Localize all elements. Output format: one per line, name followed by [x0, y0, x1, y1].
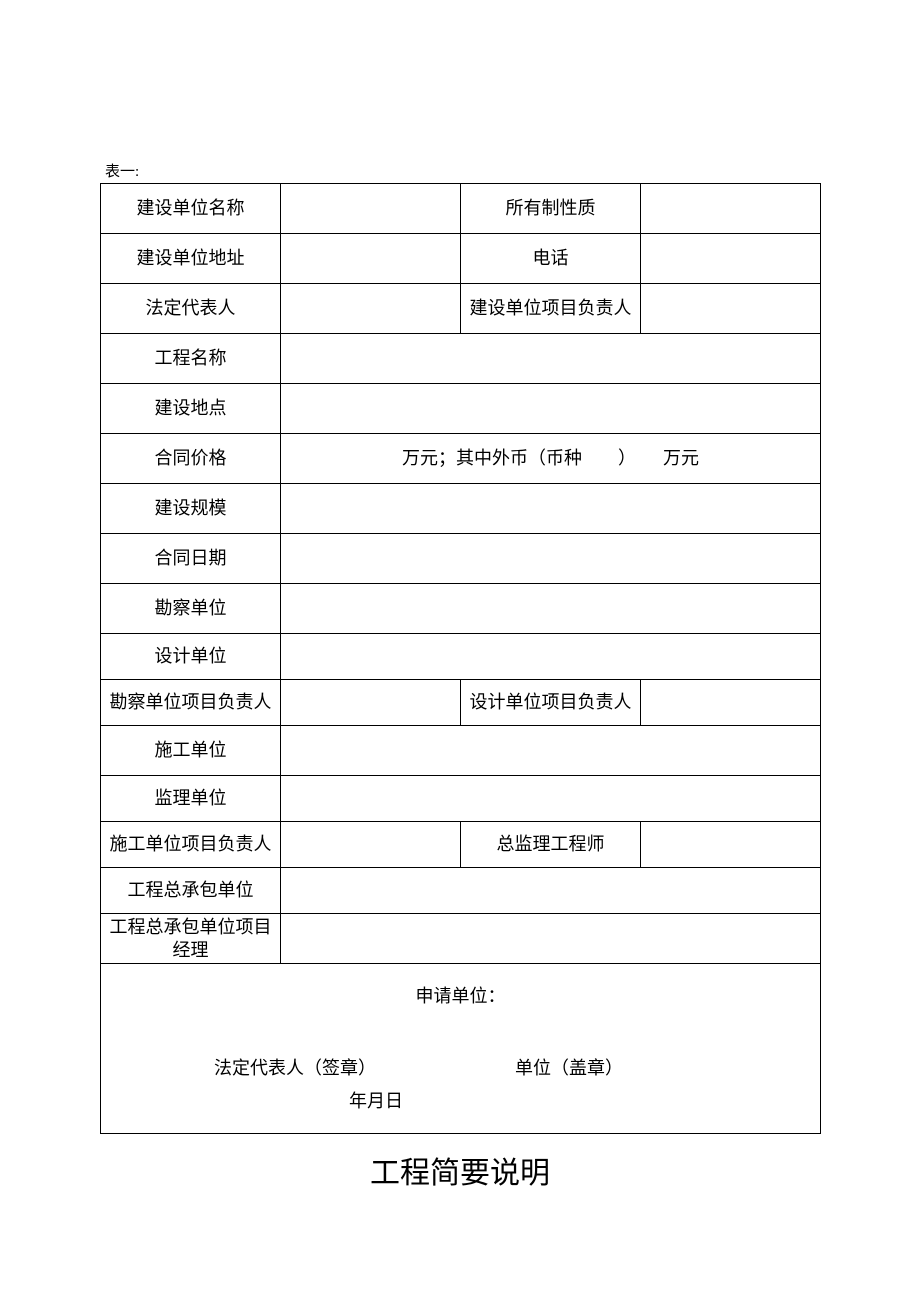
label-cell: 勘察单位项目负责人 — [101, 680, 281, 726]
table-row: 合同日期 — [101, 534, 821, 584]
document-container: 表一: 建设单位名称 所有制性质 建设单位地址 电话 法定代表人 建设单位项目负… — [100, 160, 820, 1192]
table-row: 建设地点 — [101, 384, 821, 434]
table-row: 监理单位 — [101, 776, 821, 822]
label-cell: 设计单位 — [101, 634, 281, 680]
label-cell: 设计单位项目负责人 — [461, 680, 641, 726]
signature-date: 年月日 — [301, 1090, 451, 1113]
value-cell — [281, 634, 821, 680]
value-cell — [281, 484, 821, 534]
section-title: 工程简要说明 — [100, 1148, 820, 1192]
label-cell: 工程名称 — [101, 334, 281, 384]
value-cell — [641, 184, 821, 234]
legal-rep-sign-label: 法定代表人（签章） — [135, 1057, 455, 1080]
value-cell — [281, 822, 461, 868]
value-cell — [641, 822, 821, 868]
table-row: 设计单位 — [101, 634, 821, 680]
label-cell: 工程总承包单位项目经理 — [101, 914, 281, 964]
label-cell: 电话 — [461, 234, 641, 284]
label-cell: 建设地点 — [101, 384, 281, 434]
label-cell: 建设单位地址 — [101, 234, 281, 284]
value-cell — [281, 334, 821, 384]
table-prefix-label: 表一: — [100, 160, 820, 181]
table-row: 勘察单位 — [101, 584, 821, 634]
label-cell: 施工单位项目负责人 — [101, 822, 281, 868]
value-cell — [281, 184, 461, 234]
value-cell — [281, 534, 821, 584]
table-row: 法定代表人 建设单位项目负责人 — [101, 284, 821, 334]
contract-price-cell: 万元；其中外币（币种 ） 万元 — [281, 434, 821, 484]
value-cell — [281, 868, 821, 914]
signature-row: 申请单位： 法定代表人（签章） 单位（盖章） 年月日 — [101, 964, 821, 1134]
label-cell: 总监理工程师 — [461, 822, 641, 868]
value-cell — [281, 776, 821, 822]
signature-block: 申请单位： 法定代表人（签章） 单位（盖章） 年月日 — [101, 964, 821, 1134]
value-cell — [641, 284, 821, 334]
signature-line: 法定代表人（签章） 单位（盖章） — [101, 1057, 820, 1080]
table-row: 工程总承包单位项目经理 — [101, 914, 821, 964]
value-cell — [281, 234, 461, 284]
value-cell — [641, 234, 821, 284]
label-cell: 监理单位 — [101, 776, 281, 822]
table-row: 工程总承包单位 — [101, 868, 821, 914]
apply-unit-label: 申请单位： — [101, 985, 820, 1008]
label-cell: 建设规模 — [101, 484, 281, 534]
value-cell — [281, 726, 821, 776]
table-row: 建设单位地址 电话 — [101, 234, 821, 284]
label-cell: 建设单位名称 — [101, 184, 281, 234]
unit-seal-label: 单位（盖章） — [515, 1057, 623, 1080]
value-cell — [281, 914, 821, 964]
label-cell: 工程总承包单位 — [101, 868, 281, 914]
table-row: 建设单位名称 所有制性质 — [101, 184, 821, 234]
table-row: 工程名称 — [101, 334, 821, 384]
label-cell: 勘察单位 — [101, 584, 281, 634]
label-cell: 所有制性质 — [461, 184, 641, 234]
value-cell — [281, 584, 821, 634]
label-cell: 建设单位项目负责人 — [461, 284, 641, 334]
label-cell: 合同日期 — [101, 534, 281, 584]
table-row: 施工单位项目负责人 总监理工程师 — [101, 822, 821, 868]
form-table: 建设单位名称 所有制性质 建设单位地址 电话 法定代表人 建设单位项目负责人 工… — [100, 183, 821, 1134]
table-row: 合同价格 万元；其中外币（币种 ） 万元 — [101, 434, 821, 484]
label-cell: 施工单位 — [101, 726, 281, 776]
label-cell: 法定代表人 — [101, 284, 281, 334]
label-cell: 合同价格 — [101, 434, 281, 484]
value-cell — [281, 680, 461, 726]
value-cell — [281, 384, 821, 434]
table-row: 建设规模 — [101, 484, 821, 534]
table-row: 施工单位 — [101, 726, 821, 776]
value-cell — [281, 284, 461, 334]
value-cell — [641, 680, 821, 726]
table-row: 勘察单位项目负责人 设计单位项目负责人 — [101, 680, 821, 726]
